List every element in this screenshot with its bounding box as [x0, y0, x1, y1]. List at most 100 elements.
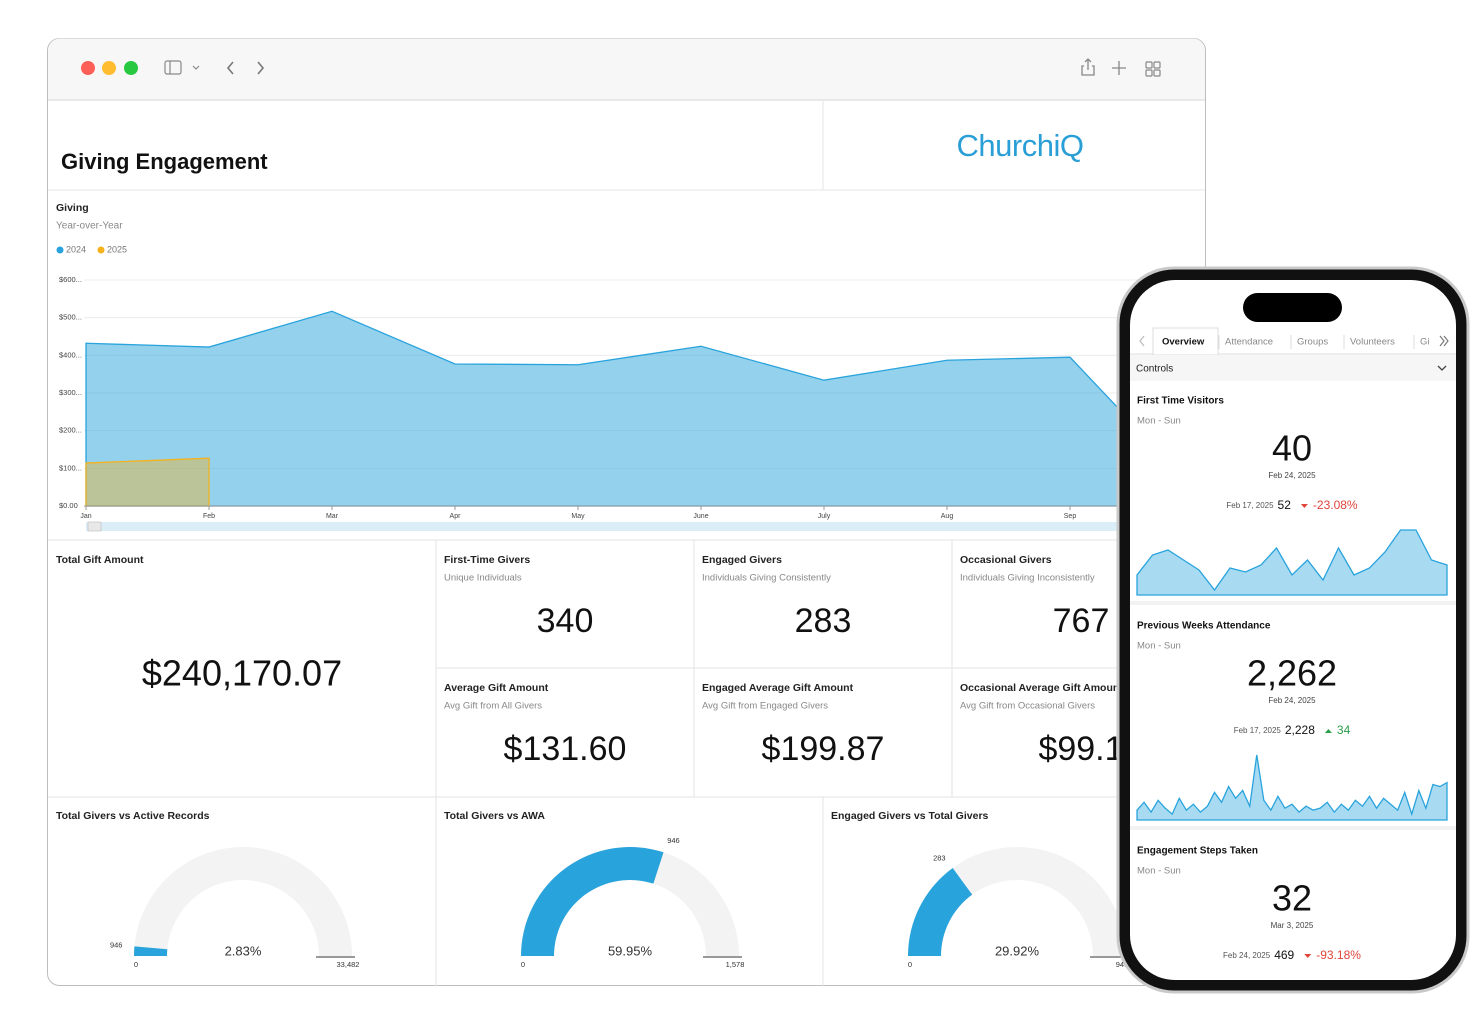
close-button[interactable]: [81, 61, 95, 75]
tab-scroll-left[interactable]: [1139, 335, 1145, 347]
change: -93.18%: [1316, 948, 1361, 962]
kpi-title: Total Gift Amount: [56, 554, 144, 566]
gauge-track: [134, 847, 352, 956]
sparkline: [1136, 754, 1448, 821]
sidebar-menu-chevron[interactable]: [192, 65, 200, 70]
tab[interactable]: Overview: [1162, 337, 1205, 348]
prev-date: Feb 17, 2025: [1234, 726, 1282, 735]
y-tick-label: $400...: [59, 350, 82, 359]
x-tick-label: Aug: [941, 513, 954, 520]
prev-value: 52: [1278, 498, 1292, 512]
chart-scroll-handle[interactable]: [87, 521, 102, 532]
card-period: Mon - Sun: [1137, 641, 1181, 652]
logo: ChurchiQ: [957, 128, 1084, 163]
card-date: Mar 3, 2025: [1271, 921, 1314, 930]
gauge-title: Total Givers vs AWA: [444, 810, 545, 822]
minimize-button[interactable]: [102, 61, 116, 75]
kpi-value: $199.87: [762, 730, 885, 768]
tab[interactable]: Gi: [1420, 337, 1430, 348]
x-tick-label: Apr: [450, 513, 462, 520]
tab-overview-button[interactable]: [1153, 61, 1161, 69]
kpi-subtitle: Avg Gift from Occasional Givers: [960, 701, 1095, 712]
share-button[interactable]: [1081, 58, 1095, 76]
tab[interactable]: Attendance: [1225, 337, 1273, 348]
trend-up-arrow: [1324, 729, 1332, 733]
kpi-subtitle: Avg Gift from All Givers: [444, 701, 542, 712]
card-date: Feb 24, 2025: [1268, 696, 1316, 705]
kpi-title: Occasional Givers: [960, 554, 1052, 566]
legend-swatch: [56, 246, 64, 254]
x-tick-label: May: [571, 513, 585, 520]
kpi-value: 340: [537, 602, 594, 640]
change: 34: [1337, 723, 1351, 737]
prev-value: 469: [1274, 948, 1294, 962]
x-tick-label: June: [693, 513, 708, 520]
y-tick-label: $600...: [59, 275, 82, 284]
tab-overview-button[interactable]: [1145, 61, 1153, 69]
screen-bg: [1130, 280, 1456, 980]
gauge-percent: 29.92%: [995, 943, 1040, 958]
zoom-button[interactable]: [124, 61, 138, 75]
x-tick-label: Feb: [203, 513, 215, 520]
phone-mockup: Overview Attendance Groups Volunteers Gi Cont…: [1116, 266, 1470, 994]
gauge-max-label: 1,578: [726, 960, 745, 969]
change: -23.08%: [1313, 498, 1358, 512]
x-tick-label: Sep: [1064, 513, 1077, 520]
title-bar: [48, 38, 1205, 100]
legend-label: 2024: [66, 244, 86, 254]
kpi-value: 767: [1053, 602, 1110, 640]
kpi-title: First-Time Givers: [444, 554, 530, 566]
card-value: 2,262: [1247, 653, 1337, 694]
y-tick-label: $0.00: [59, 501, 78, 510]
x-tick-label: Jan: [80, 513, 91, 520]
chart-title: Giving: [56, 202, 89, 214]
tab-overview-button[interactable]: [1145, 69, 1153, 77]
prev-date: Feb 17, 2025: [1226, 501, 1274, 510]
active-tab: [1152, 327, 1219, 356]
prev-value: 2,228: [1285, 723, 1315, 737]
gauge-title: Total Givers vs Active Records: [56, 810, 210, 822]
y-tick-label: $200...: [59, 426, 82, 435]
legend-label: 2025: [107, 244, 127, 254]
gauge-fill: [134, 946, 168, 956]
gauge-max-label: 33,482: [337, 960, 360, 969]
sparkline: [1136, 529, 1448, 596]
gauge-percent: 59.95%: [608, 943, 653, 958]
legend-swatch: [97, 246, 105, 254]
back-button[interactable]: [226, 61, 234, 75]
new-tab-button[interactable]: [1112, 61, 1126, 75]
kpi-title: Occasional Average Gift Amount: [960, 682, 1123, 694]
area-series: [85, 457, 210, 507]
x-tick-label: Mar: [326, 513, 339, 520]
prev-date: Feb 24, 2025: [1223, 951, 1271, 960]
tab[interactable]: Groups: [1297, 337, 1328, 348]
card-value: 40: [1272, 428, 1312, 469]
kpi-value: $240,170.07: [142, 653, 342, 694]
card-title: Previous Weeks Attendance: [1137, 621, 1271, 632]
card-separator: [1130, 601, 1456, 605]
gauge-value-label: 946: [110, 940, 123, 949]
kpi-value: 283: [795, 602, 852, 640]
gauge-max-label: 946: [1116, 960, 1129, 969]
gauge-track: [908, 847, 1126, 956]
phone-screen: Overview Attendance Groups Volunteers Gi Cont…: [1130, 280, 1456, 980]
gauge-fill: [908, 867, 973, 956]
forward-button[interactable]: [257, 61, 265, 75]
y-tick-label: $100...: [59, 463, 82, 472]
kpi-subtitle: Individuals Giving Consistently: [702, 573, 831, 584]
page-title: Giving Engagement: [61, 149, 268, 174]
tab-scroll-right[interactable]: [1439, 335, 1449, 347]
controls-label[interactable]: Controls: [1136, 364, 1173, 375]
kpi-subtitle: Avg Gift from Engaged Givers: [702, 701, 828, 712]
gauge-title: Engaged Givers vs Total Givers: [831, 810, 989, 822]
tab-overview-button[interactable]: [1153, 69, 1161, 77]
controls-chevron[interactable]: [1437, 365, 1447, 371]
kpi-subtitle: Individuals Giving Inconsistently: [960, 573, 1095, 584]
y-tick-label: $300...: [59, 388, 82, 397]
sidebar-button[interactable]: [164, 60, 182, 75]
controls-bar[interactable]: [1130, 355, 1456, 381]
kpi-title: Engaged Average Gift Amount: [702, 682, 854, 694]
tab[interactable]: Volunteers: [1350, 337, 1395, 348]
x-tick-label: July: [818, 513, 831, 520]
